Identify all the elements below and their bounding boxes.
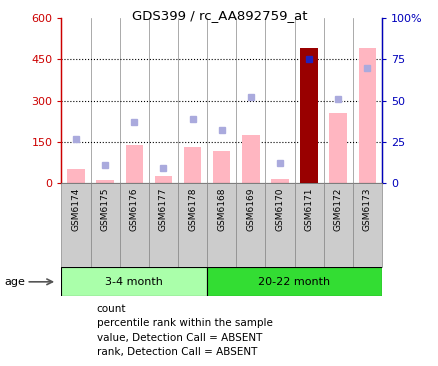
Bar — [120, 183, 148, 267]
Bar — [265, 183, 294, 267]
Bar — [184, 147, 201, 183]
Text: count: count — [96, 303, 126, 314]
Text: GSM6176: GSM6176 — [130, 187, 138, 231]
Text: GSM6169: GSM6169 — [246, 187, 255, 231]
Bar — [177, 183, 207, 267]
Text: GSM6171: GSM6171 — [304, 187, 313, 231]
Bar — [125, 145, 143, 183]
Text: GSM6168: GSM6168 — [217, 187, 226, 231]
Bar — [154, 176, 172, 183]
Text: value, Detection Call = ABSENT: value, Detection Call = ABSENT — [96, 333, 261, 343]
Bar — [61, 183, 90, 267]
Bar — [61, 267, 207, 296]
Text: GSM6172: GSM6172 — [333, 187, 342, 231]
Bar — [241, 135, 259, 183]
Bar — [358, 49, 375, 183]
Bar — [294, 183, 323, 267]
Bar — [148, 183, 177, 267]
Bar — [329, 113, 346, 183]
Bar — [323, 183, 352, 267]
Text: 20-22 month: 20-22 month — [258, 277, 330, 287]
Text: GSM6178: GSM6178 — [187, 187, 197, 231]
Bar — [236, 183, 265, 267]
Bar — [96, 180, 113, 183]
Text: GSM6173: GSM6173 — [362, 187, 371, 231]
Bar — [207, 183, 236, 267]
Bar — [271, 179, 288, 183]
Text: GSM6170: GSM6170 — [275, 187, 284, 231]
Text: 3-4 month: 3-4 month — [105, 277, 163, 287]
Text: age: age — [4, 277, 25, 287]
Bar — [352, 183, 381, 267]
Text: GSM6177: GSM6177 — [159, 187, 168, 231]
Bar — [212, 152, 230, 183]
Bar — [67, 169, 85, 183]
Bar — [207, 267, 381, 296]
Text: rank, Detection Call = ABSENT: rank, Detection Call = ABSENT — [96, 347, 256, 358]
Text: percentile rank within the sample: percentile rank within the sample — [96, 318, 272, 328]
Bar — [300, 49, 317, 183]
Text: GDS399 / rc_AA892759_at: GDS399 / rc_AA892759_at — [131, 9, 307, 22]
Bar — [90, 183, 120, 267]
Text: GSM6175: GSM6175 — [100, 187, 110, 231]
Text: GSM6174: GSM6174 — [71, 187, 80, 231]
